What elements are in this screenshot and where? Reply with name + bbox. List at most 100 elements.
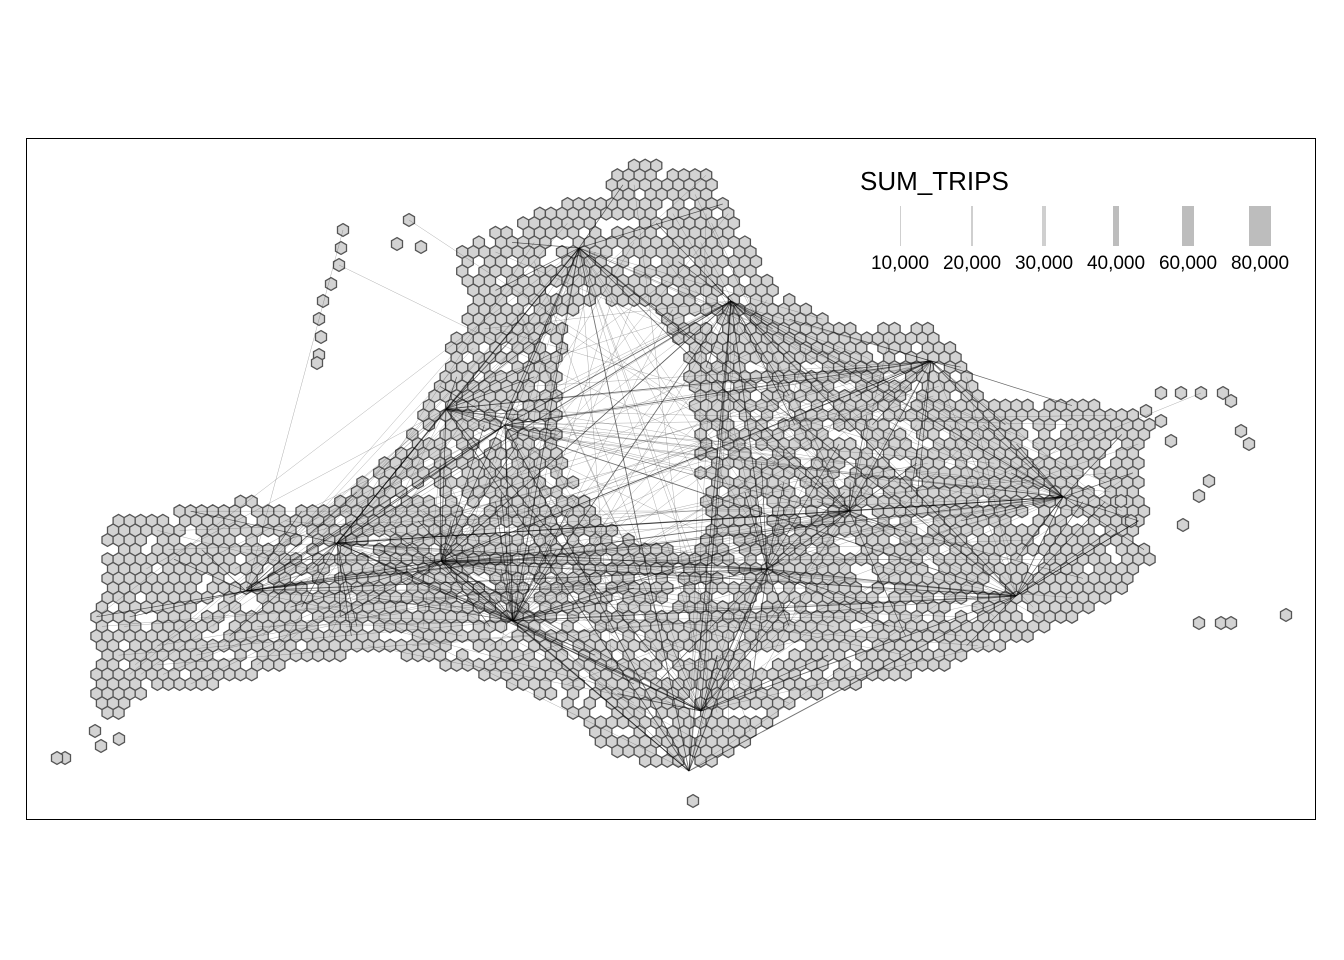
hexagon-cell <box>1194 385 1208 401</box>
hexagon-cell <box>400 648 414 663</box>
flow-line <box>440 247 580 562</box>
flow-line <box>312 424 506 531</box>
flow-line <box>336 271 585 544</box>
flow-line <box>504 415 1111 426</box>
hexagon-cell <box>50 750 64 766</box>
flow-line <box>440 482 973 562</box>
flow-line <box>534 261 702 712</box>
flow-line <box>245 510 850 592</box>
flow-line <box>578 247 995 617</box>
flow-line <box>245 590 978 646</box>
flow-line <box>872 360 932 426</box>
flow-line <box>728 405 768 570</box>
flow-line <box>700 597 796 712</box>
flow-line <box>694 290 1017 597</box>
flow-line <box>711 223 850 512</box>
hexagon-cell <box>616 292 630 308</box>
flow-line <box>855 360 932 397</box>
flow-line <box>356 607 690 772</box>
flow-line <box>578 247 823 320</box>
legend-bar <box>971 206 973 246</box>
flow-line <box>578 247 1017 597</box>
flow-line <box>245 568 768 592</box>
legend-item-4: 40,000 <box>1080 206 1152 276</box>
flow-line <box>966 376 1017 597</box>
flow-line <box>930 360 962 368</box>
flow-line <box>700 472 801 712</box>
flow-line <box>445 247 580 410</box>
flow-line <box>512 434 1064 498</box>
flow-line <box>440 300 732 562</box>
flow-line <box>730 300 773 330</box>
flow-line <box>284 520 1017 597</box>
flow-line <box>440 560 702 712</box>
flow-line <box>512 620 596 656</box>
hexagon-cell <box>1115 580 1128 596</box>
flow-line <box>504 424 563 598</box>
flow-line <box>336 542 358 627</box>
flow-line <box>504 424 701 473</box>
hexagon-cell <box>738 696 752 711</box>
flow-line <box>766 443 1139 570</box>
flow-line <box>504 360 932 426</box>
flow-line <box>489 360 932 646</box>
flow-line <box>1015 530 1111 597</box>
flow-line <box>930 360 1128 521</box>
flow-line <box>245 395 934 592</box>
flow-line <box>633 184 702 712</box>
flow-line <box>245 587 812 592</box>
flow-line <box>336 415 457 544</box>
hexagon-cell <box>324 276 338 292</box>
legend-item-5: 60,000 <box>1152 206 1224 276</box>
flow-line <box>1010 472 1064 498</box>
flow-line <box>700 434 1078 712</box>
flow-line <box>336 482 574 544</box>
flow-line <box>949 424 1017 597</box>
flow-line <box>730 300 1017 597</box>
legend-title: SUM_TRIPS <box>860 166 1009 196</box>
hexagon-cell <box>517 676 530 692</box>
flow-line <box>157 530 514 622</box>
flow-line <box>705 300 732 368</box>
flow-line <box>711 530 1017 597</box>
hexagon-cell <box>622 206 635 221</box>
flow-line <box>173 558 247 592</box>
flow-line <box>439 463 514 622</box>
flow-line <box>717 386 1017 597</box>
flow-line <box>440 560 768 570</box>
flow-line <box>445 251 596 410</box>
hexagon-cell <box>228 561 242 576</box>
hexagon-cell <box>314 329 328 345</box>
hexagon-cell <box>316 293 330 309</box>
flow-line <box>445 376 458 410</box>
flow-line <box>1016 443 1064 498</box>
flow-line <box>573 510 850 579</box>
flow-line <box>983 424 1064 498</box>
hexagon-cell <box>893 446 907 461</box>
flow-line <box>512 242 580 249</box>
legend-label: 10,000 <box>870 253 930 274</box>
hexagon-cell <box>799 686 813 701</box>
flow-line <box>495 251 1064 498</box>
hexagon-cell <box>1192 488 1206 504</box>
flow-line <box>367 645 702 712</box>
hexagon-cell <box>332 257 346 273</box>
flow-line <box>246 549 442 562</box>
flow-line <box>129 590 247 618</box>
flow-line <box>495 597 514 622</box>
flow-line <box>389 530 514 622</box>
flow-line <box>445 408 702 712</box>
flow-line <box>512 463 795 622</box>
flow-line <box>688 338 712 772</box>
flow-line <box>512 386 906 622</box>
hexagon-cell <box>555 302 569 317</box>
flow-line <box>528 595 1017 617</box>
hexagon-cell <box>1021 628 1034 644</box>
flow-line <box>1062 496 1139 522</box>
flow-line <box>700 424 984 712</box>
flow-line <box>257 300 732 550</box>
flow-line <box>828 595 1017 598</box>
hexagon-cell <box>262 523 275 538</box>
flow-line <box>848 415 868 512</box>
hexagon-cell <box>622 744 635 759</box>
